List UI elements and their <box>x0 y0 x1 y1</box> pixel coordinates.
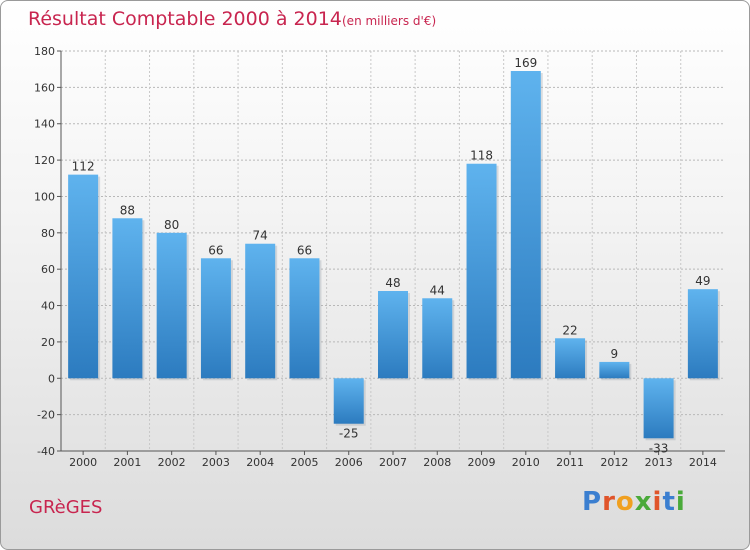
bar-2007 <box>378 291 408 379</box>
x-tick-label-2014: 2014 <box>689 456 717 469</box>
bar-2001 <box>112 218 143 379</box>
data-label-2014: 49 <box>695 274 710 288</box>
chart-subtitle: (en milliers d'€) <box>342 14 437 28</box>
logo-letter: o <box>615 487 635 517</box>
x-tick-label-2011: 2011 <box>556 456 584 469</box>
data-label-2008: 44 <box>430 283 445 297</box>
x-tick-label-2009: 2009 <box>468 456 496 469</box>
bar-2013 <box>643 378 674 439</box>
commune-name: GRèGES <box>29 497 103 518</box>
data-label-2000: 112 <box>72 160 95 174</box>
y-tick-label: -20 <box>37 409 55 422</box>
logo-letter: P <box>582 487 603 517</box>
logo-letter: i <box>675 487 686 517</box>
chart-title: Résultat Comptable 2000 à 2014 <box>28 8 342 30</box>
bar-layer <box>68 71 720 441</box>
axis-layer: -40 -20 0 20 40 60 80 100 120 140 160 180 2000 2001 20… <box>34 45 725 469</box>
bar-2004 <box>245 243 276 379</box>
bar-2009 <box>466 163 497 379</box>
y-tick-label: 180 <box>34 45 55 58</box>
y-tick-label: 100 <box>34 190 55 203</box>
y-tick-label: 20 <box>41 336 55 349</box>
data-label-2005: 66 <box>297 243 312 257</box>
data-label-2013: -33 <box>649 441 669 455</box>
proxiti-logo: Proxiti <box>582 487 686 517</box>
y-tick-label: 140 <box>34 118 55 131</box>
bar-2005 <box>289 258 320 379</box>
y-tick-label: -40 <box>37 445 55 458</box>
data-label-2003: 66 <box>208 243 223 257</box>
x-tick-label-2002: 2002 <box>158 456 186 469</box>
data-label-2002: 80 <box>164 218 179 232</box>
bar-2003 <box>200 258 231 379</box>
x-tick-label-2000: 2000 <box>69 456 97 469</box>
bar-2000 <box>68 174 99 379</box>
data-label-2009: 118 <box>470 149 493 163</box>
bar-2006 <box>333 378 364 424</box>
logo-letter: x <box>634 487 653 517</box>
data-label-2012: 9 <box>611 347 619 361</box>
x-tick-label-2005: 2005 <box>290 456 318 469</box>
logo-letter: t <box>662 487 676 517</box>
x-tick-label-2004: 2004 <box>246 456 274 469</box>
x-tick-label-2003: 2003 <box>202 456 230 469</box>
x-tick-label-2013: 2013 <box>645 456 673 469</box>
x-tick-label-2010: 2010 <box>512 456 540 469</box>
x-tick-label-2012: 2012 <box>600 456 628 469</box>
y-tick-label: 60 <box>41 263 55 276</box>
bar-2011 <box>555 338 586 379</box>
bar-2014 <box>687 289 718 379</box>
x-tick-label-2008: 2008 <box>423 456 451 469</box>
y-tick-label: 120 <box>34 154 55 167</box>
data-label-2011: 22 <box>562 323 577 337</box>
bar-2002 <box>156 232 187 379</box>
data-label-2004: 74 <box>253 229 268 243</box>
data-label-2006: -25 <box>339 427 359 441</box>
y-tick-label: 80 <box>41 227 55 240</box>
x-tick-label-2001: 2001 <box>113 456 141 469</box>
x-tick-label-2006: 2006 <box>335 456 363 469</box>
x-tick-label-2007: 2007 <box>379 456 407 469</box>
bar-2008 <box>422 298 453 379</box>
data-label-2007: 48 <box>385 276 400 290</box>
logo-letter: r <box>602 487 616 517</box>
bar-2012 <box>599 361 630 379</box>
y-tick-label: 40 <box>41 300 55 313</box>
bar-2010 <box>510 71 541 379</box>
y-tick-label: 0 <box>48 372 55 385</box>
data-label-2001: 88 <box>120 203 135 217</box>
data-label-2010: 169 <box>514 56 537 70</box>
y-tick-label: 160 <box>34 81 55 94</box>
label-layer: 112 88 80 66 74 66 -25 48 44 118 169 22 9 -33 49 <box>72 56 711 455</box>
logo-letter: i <box>652 487 663 517</box>
